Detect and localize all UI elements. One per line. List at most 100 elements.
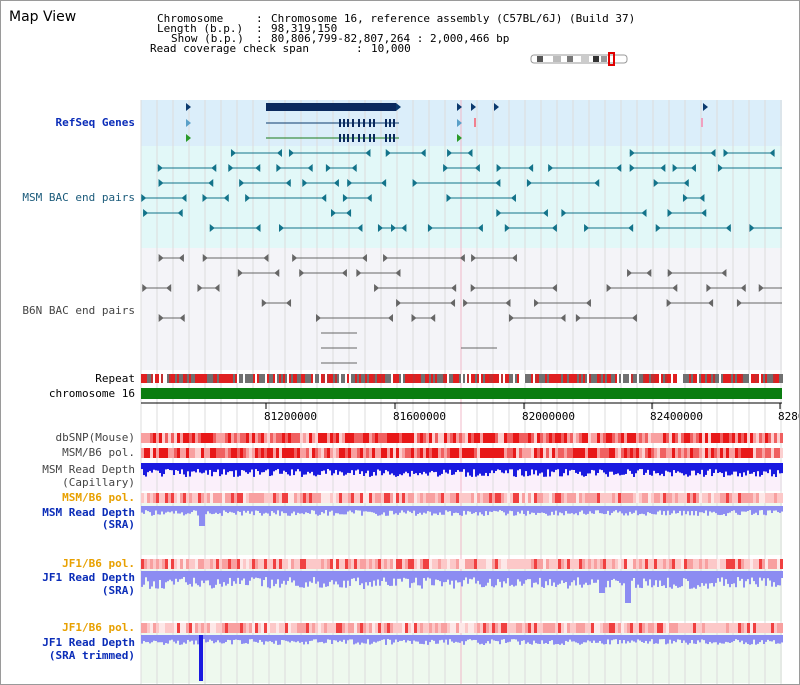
msm-sra-depth: [503, 506, 505, 513]
jf1-trim-depth: [571, 635, 573, 642]
jf1-pol2-heat: [579, 623, 582, 633]
msm-cap-depth: [517, 463, 519, 471]
repeat-segment: [581, 374, 583, 383]
msm-pol-heat: [270, 448, 273, 458]
track-label-b6n-bac[interactable]: B6N BAC end pairs: [22, 304, 135, 317]
msm-cap-depth: [509, 463, 511, 470]
track-label-jf1-trim-1[interactable]: JF1 Read Depth: [42, 636, 135, 649]
jf1-sra-depth: [743, 571, 745, 588]
jf1-pol2-heat: [357, 623, 360, 633]
jf1-sra-depth: [241, 571, 243, 581]
jf1-sra-depth: [721, 571, 723, 578]
msm-cap-depth: [457, 463, 459, 471]
track-label-dbsnp[interactable]: dbSNP(Mouse): [55, 431, 135, 444]
msm-pol-heat: [402, 448, 405, 458]
msm-pol2-heat: [639, 493, 642, 503]
jf1-pol2-heat: [471, 623, 474, 633]
track-label-msm-b6-pol-1[interactable]: MSM/B6 pol.: [62, 446, 135, 459]
jf1-sra-depth: [287, 571, 289, 581]
msm-cap-depth: [189, 463, 191, 477]
msm-pol-heat: [282, 448, 285, 458]
track-label-msm-depth-sra-1[interactable]: MSM Read Depth: [42, 506, 135, 519]
msm-pol2-heat: [162, 493, 165, 503]
repeat-segment: [417, 374, 419, 383]
jf1-pol2-heat: [345, 623, 348, 633]
track-label-msm-depth-cap-1[interactable]: MSM Read Depth: [42, 463, 135, 476]
msm-cap-depth: [703, 463, 705, 477]
jf1-pol2-heat: [321, 623, 324, 633]
jf1-pol2-heat: [396, 623, 399, 633]
track-label-msm-b6-pol-2[interactable]: MSM/B6 pol.: [62, 491, 135, 504]
track-label-msm-bac[interactable]: MSM BAC end pairs: [22, 191, 135, 204]
b6n-bac-pair-end: [341, 269, 347, 277]
jf1-sra-depth: [589, 571, 591, 585]
msm-sra-depth: [685, 506, 687, 515]
jf1-pol-heat: [531, 559, 534, 569]
repeat-segment: [275, 374, 277, 383]
dbsnp-heat: [384, 433, 387, 443]
jf1-pol2-heat: [294, 623, 297, 633]
track-label-refseq-genes[interactable]: RefSeq Genes: [55, 116, 135, 129]
jf1-sra-depth: [749, 571, 751, 585]
dbsnp-heat: [273, 433, 276, 443]
msm-pol2-heat: [198, 493, 201, 503]
dbsnp-heat: [585, 433, 588, 443]
msm-bac-pair-end: [202, 194, 208, 202]
info-colon-2: :: [256, 22, 263, 35]
jf1-pol-heat: [234, 559, 237, 569]
jf1-pol2-heat: [732, 623, 735, 633]
msm-pol-heat: [723, 448, 726, 458]
jf1-trim-depth: [301, 635, 303, 642]
jf1-trim-depth: [623, 635, 625, 641]
jf1-pol2-heat: [720, 623, 723, 633]
jf1-pol2-heat: [438, 623, 441, 633]
msm-sra-depth: [367, 506, 369, 512]
gene-exon: [347, 119, 349, 127]
track-label-jf1-pol-1[interactable]: JF1/B6 pol.: [62, 557, 135, 570]
dbsnp-heat: [570, 433, 573, 443]
msm-sra-depth: [333, 506, 335, 516]
msm-sra-depth: [601, 506, 603, 514]
jf1-sra-depth: [465, 571, 467, 578]
dbsnp-heat: [216, 433, 219, 443]
jf1-pol2-heat: [402, 623, 405, 633]
jf1-sra-depth: [763, 571, 765, 579]
msm-pol-heat: [336, 448, 339, 458]
msm-cap-depth: [675, 463, 677, 473]
jf1-pol-heat: [762, 559, 765, 569]
repeat-segment: [221, 374, 223, 383]
msm-sra-depth: [193, 506, 195, 511]
jf1-pol2-heat: [612, 623, 615, 633]
jf1-sra-depth: [499, 571, 501, 582]
msm-sra-depth: [567, 506, 569, 514]
jf1-pol2-heat: [279, 623, 282, 633]
jf1-pol2-heat: [240, 623, 243, 633]
msm-pol-heat: [255, 448, 258, 458]
msm-sra-depth: [481, 506, 483, 515]
track-label-jf1-depth-sra-1[interactable]: JF1 Read Depth: [42, 571, 135, 584]
msm-sra-depth: [303, 506, 305, 515]
jf1-pol-heat: [186, 559, 189, 569]
repeat-segment: [379, 374, 381, 383]
track-label-jf1-pol-2[interactable]: JF1/B6 pol.: [62, 621, 135, 634]
msm-sra-depth: [549, 506, 551, 516]
dbsnp-heat: [684, 433, 687, 443]
msm-cap-depth: [347, 463, 349, 473]
msm-sra-depth: [313, 506, 315, 511]
repeat-segment: [419, 374, 421, 383]
jf1-sra-depth: [217, 571, 219, 580]
msm-sra-depth: [647, 506, 649, 513]
repeat-segment: [757, 374, 759, 383]
jf1-pol2-heat: [270, 623, 273, 633]
msm-pol2-heat: [414, 493, 417, 503]
repeat-segment: [315, 374, 317, 383]
dbsnp-heat: [588, 433, 591, 443]
jf1-sra-depth: [329, 571, 331, 582]
jf1-sra-depth: [221, 571, 223, 587]
jf1-sra-depth: [251, 571, 253, 578]
jf1-trim-depth: [717, 635, 719, 645]
msm-sra-depth: [345, 506, 347, 515]
jf1-trim-depth: [453, 635, 455, 643]
msm-cap-depth: [755, 463, 757, 477]
